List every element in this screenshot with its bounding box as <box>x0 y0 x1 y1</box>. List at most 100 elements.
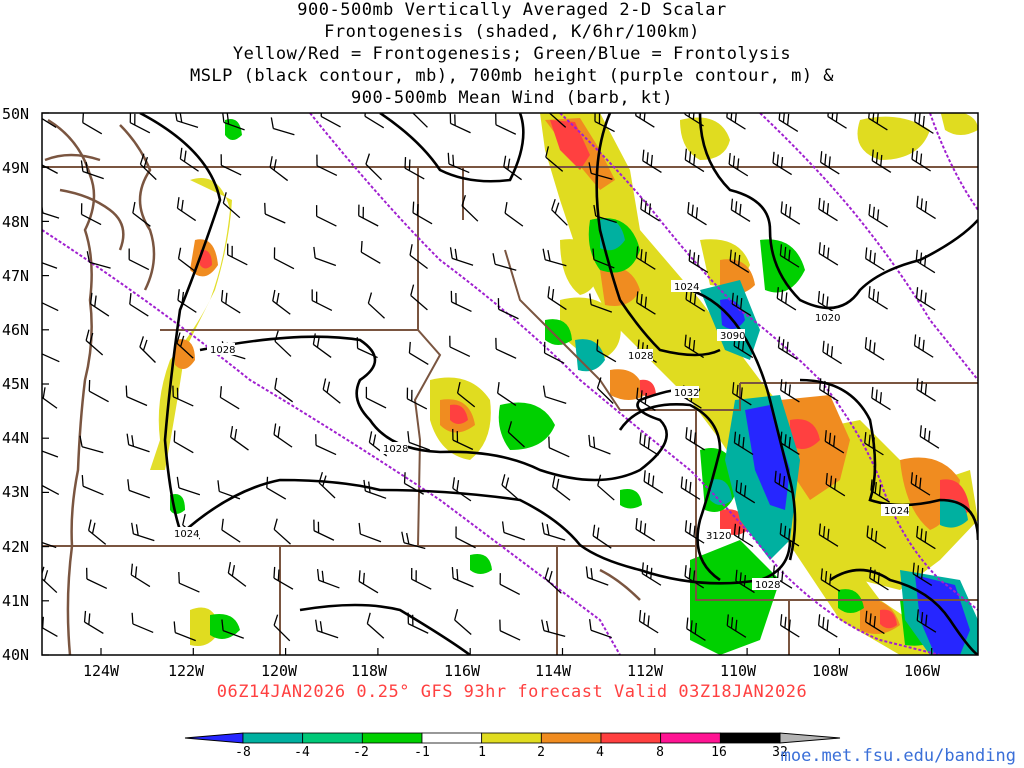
height-label: 3090 <box>720 331 745 342</box>
wind-barb <box>594 113 615 133</box>
wind-barb <box>42 201 60 219</box>
wind-barb <box>88 379 109 403</box>
wind-barb <box>585 566 609 586</box>
wind-barb <box>497 298 519 320</box>
colorbar-label: 2 <box>537 745 545 760</box>
wind-barb <box>592 248 615 269</box>
lon-label: 114W <box>534 662 572 680</box>
wind-barb <box>864 337 885 361</box>
wind-barb <box>507 421 525 448</box>
title-line-1: 900-500mb Vertically Averaged 2-D Scalar <box>297 0 727 20</box>
700mb-height-contours <box>42 113 978 655</box>
wind-barb <box>548 436 570 458</box>
wind-barb <box>504 202 524 227</box>
lat-label: 49N <box>2 159 30 177</box>
wind-barb <box>819 151 840 175</box>
credit-link[interactable]: moe.met.fsu.edu/banding <box>780 746 1016 766</box>
wind-barb <box>868 286 888 310</box>
wind-barb <box>684 334 704 359</box>
wind-barb <box>125 385 148 407</box>
wind-barb <box>684 113 704 127</box>
wind-barb <box>592 524 612 549</box>
title-line-4: MSLP (black contour, mb), 700mb height (… <box>189 66 835 86</box>
wind-barb <box>680 476 701 500</box>
wind-barb <box>780 614 800 638</box>
wind-barb <box>452 477 472 502</box>
wind-barb <box>871 386 891 411</box>
wind-barb <box>733 431 754 456</box>
wind-barb <box>684 520 705 544</box>
coastline <box>44 118 641 655</box>
lat-label: 43N <box>2 483 30 501</box>
wind-barb <box>545 146 564 172</box>
mslp-label: 1028 <box>210 345 235 356</box>
wind-barb <box>551 198 568 226</box>
wind-barb <box>273 614 291 642</box>
wind-barb <box>358 570 379 594</box>
wind-barb <box>86 251 111 269</box>
lon-label: 106W <box>903 662 941 680</box>
wind-barb <box>542 248 567 267</box>
lat-label: 40N <box>2 646 30 664</box>
lat-label: 45N <box>2 375 30 393</box>
wind-barb <box>222 192 241 219</box>
colorbar-label: -1 <box>414 745 430 760</box>
wind-barb <box>411 568 432 590</box>
wind-barb <box>636 387 656 412</box>
wind-barb <box>407 612 429 634</box>
wind-barb <box>274 377 294 403</box>
wind-barb <box>130 563 151 588</box>
lon-label: 118W <box>350 662 388 680</box>
wind-barb <box>732 382 752 406</box>
lat-label: 46N <box>2 321 30 339</box>
wind-barb <box>81 475 104 496</box>
wind-barb <box>230 426 249 451</box>
colorbar <box>184 732 841 744</box>
colorbar-swatch <box>660 732 721 744</box>
wind-barb <box>80 203 102 226</box>
wind-barb <box>179 147 199 172</box>
wind-barb <box>588 619 612 639</box>
wind-barb <box>916 195 936 220</box>
wind-barb <box>451 567 474 588</box>
wind-barb <box>220 290 241 314</box>
wind-barb <box>914 113 934 134</box>
wind-barb <box>593 204 617 224</box>
wind-barb <box>85 329 104 356</box>
wind-barb <box>132 201 151 227</box>
wind-barb <box>643 470 664 494</box>
wind-barb <box>42 387 58 409</box>
wind-barb <box>461 195 479 222</box>
wind-barb <box>406 387 428 410</box>
colorbar-swatch <box>481 732 542 744</box>
wind-barb <box>264 202 286 224</box>
wind-barb <box>86 567 108 589</box>
lon-label: 124W <box>82 662 120 680</box>
wind-barb <box>89 292 110 317</box>
wind-barb <box>733 523 754 548</box>
wind-barb <box>589 293 613 313</box>
wind-barb <box>126 433 150 453</box>
wind-barb <box>320 113 341 128</box>
mslp-contours <box>139 113 978 655</box>
wind-barb <box>176 197 197 222</box>
wind-barb <box>273 247 295 270</box>
wind-barb <box>410 284 428 311</box>
lon-label: 120W <box>260 662 298 680</box>
wind-barb <box>131 612 154 634</box>
wind-barb <box>636 291 656 315</box>
wind-barb <box>315 205 337 227</box>
wind-barb <box>778 113 799 133</box>
wind-barb <box>541 522 566 541</box>
wind-barb <box>176 476 201 496</box>
wind-barb <box>915 287 936 311</box>
lat-label: 42N <box>2 538 30 556</box>
wind-barb <box>688 249 709 274</box>
wind-barb <box>221 518 241 543</box>
colorbar-swatch <box>779 732 841 744</box>
lon-label: 110W <box>719 662 757 680</box>
wind-barb <box>817 614 838 638</box>
wind-barb <box>641 562 662 586</box>
wind-barb <box>728 153 749 177</box>
